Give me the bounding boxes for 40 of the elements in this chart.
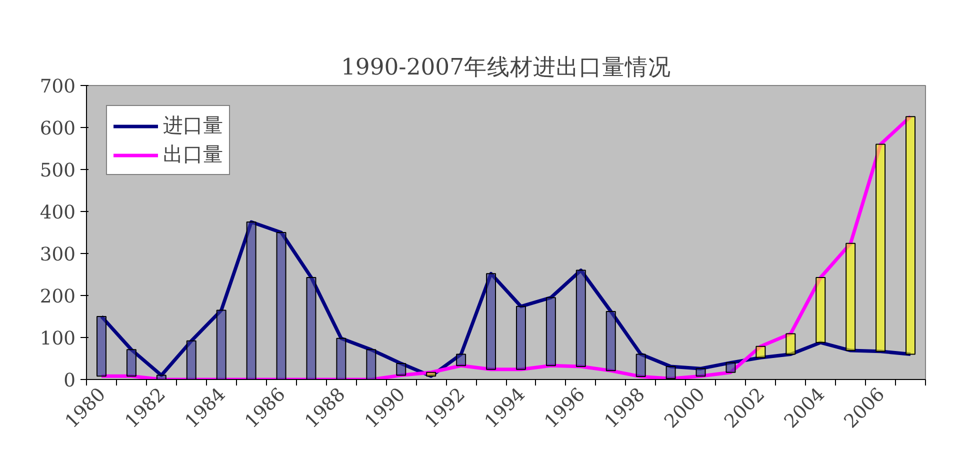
bar (546, 297, 556, 366)
bar (696, 368, 706, 377)
bar (276, 232, 286, 380)
bar (516, 306, 526, 370)
legend-label: 出口量 (163, 141, 223, 168)
bar (366, 349, 376, 380)
bar (456, 354, 466, 366)
y-tick-label: 0 (64, 370, 76, 392)
legend-label: 进口量 (163, 112, 223, 139)
y-tick-label: 200 (40, 286, 76, 308)
line-series (100, 220, 912, 378)
y-tick-label: 300 (40, 244, 76, 266)
bar (906, 116, 916, 355)
bar (636, 354, 646, 378)
bar (186, 340, 196, 380)
bar (216, 310, 226, 380)
bar (666, 366, 676, 380)
bar (486, 273, 496, 370)
bar (426, 372, 436, 377)
bar (246, 222, 256, 380)
y-tick-label: 100 (40, 328, 76, 350)
bar (576, 270, 586, 367)
y-tick-label: 600 (40, 118, 76, 140)
bar (396, 363, 406, 376)
bar (756, 346, 766, 358)
y-tick-label: 700 (40, 76, 76, 98)
chart-title: 1990-2007年线材进出口量情况 (341, 54, 671, 80)
bar (336, 338, 346, 380)
bar (606, 310, 616, 372)
y-tick-label: 400 (40, 202, 76, 224)
bar (816, 276, 826, 344)
bar (876, 144, 886, 352)
bar (306, 276, 316, 380)
bar (786, 333, 796, 355)
line-series (100, 114, 912, 380)
bar (126, 349, 136, 377)
y-tick-label: 500 (40, 160, 76, 182)
bar (726, 362, 736, 373)
bar (846, 242, 856, 352)
bar (96, 316, 106, 377)
